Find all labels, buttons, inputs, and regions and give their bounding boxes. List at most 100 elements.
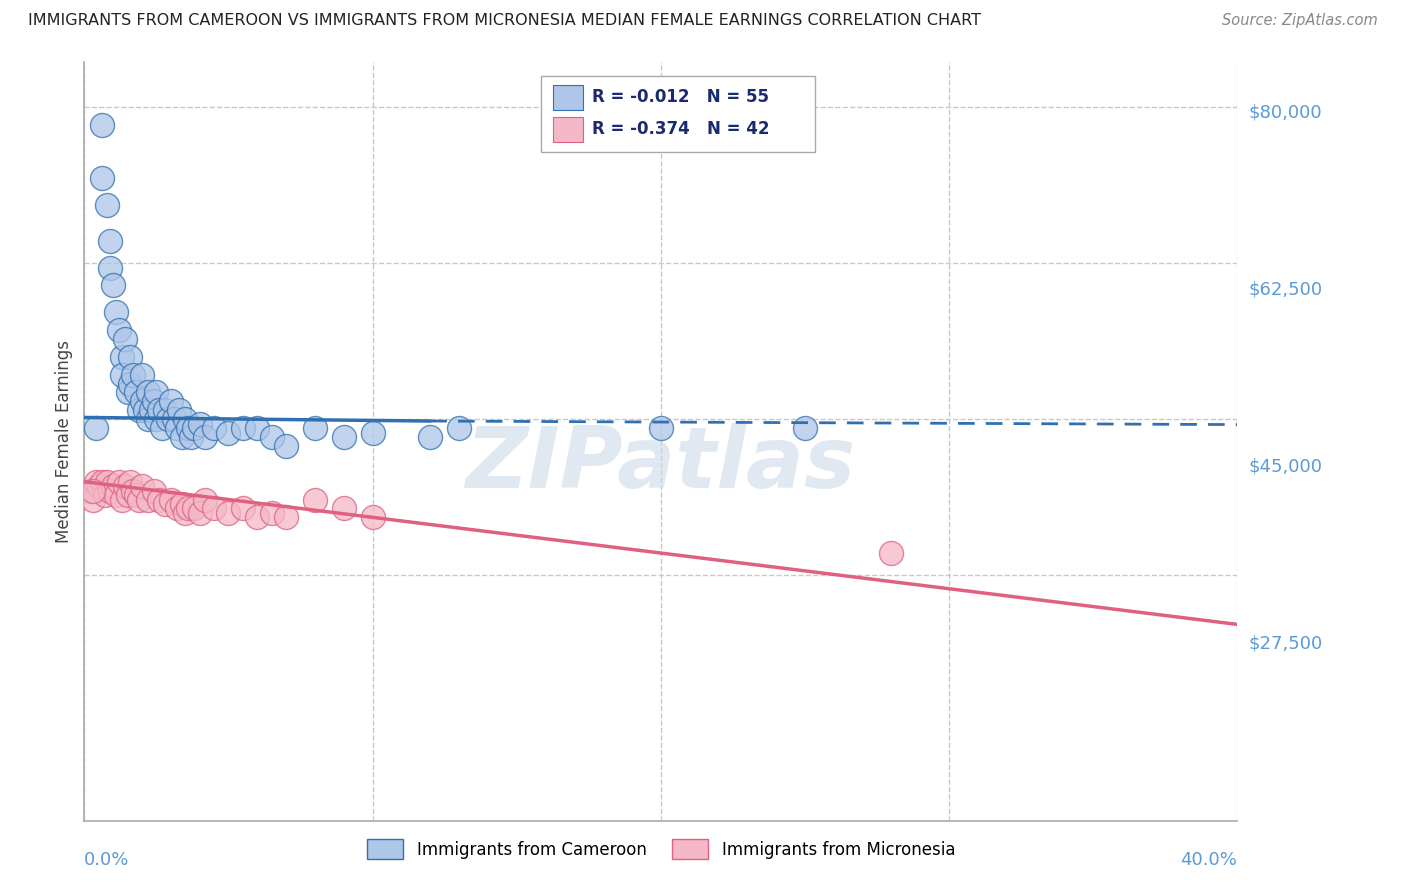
- Point: [98, 483, 121, 498]
- Point: [145, 412, 167, 426]
- Point: [449, 421, 471, 435]
- Point: [166, 501, 188, 516]
- Point: [333, 501, 356, 516]
- Point: [96, 198, 118, 212]
- Point: [276, 439, 298, 453]
- Point: [172, 430, 194, 444]
- Point: [108, 475, 131, 489]
- Y-axis label: Median Female Earnings: Median Female Earnings: [55, 340, 73, 543]
- Point: [117, 385, 139, 400]
- Text: $62,500: $62,500: [1249, 281, 1323, 299]
- Point: [180, 430, 202, 444]
- Point: [174, 506, 197, 520]
- Point: [136, 412, 159, 426]
- Point: [160, 492, 183, 507]
- Text: 40.0%: 40.0%: [1181, 851, 1237, 869]
- Point: [111, 492, 134, 507]
- Point: [105, 305, 128, 319]
- Point: [304, 421, 326, 435]
- Point: [260, 430, 283, 444]
- Point: [131, 479, 153, 493]
- Point: [136, 492, 159, 507]
- Point: [84, 421, 107, 435]
- Point: [794, 421, 817, 435]
- Text: $80,000: $80,000: [1249, 104, 1322, 122]
- Point: [103, 479, 124, 493]
- Point: [90, 171, 112, 186]
- Point: [150, 421, 173, 435]
- Point: [84, 475, 107, 489]
- Point: [128, 403, 150, 417]
- Point: [246, 421, 269, 435]
- Point: [419, 430, 441, 444]
- Point: [650, 421, 672, 435]
- Point: [122, 483, 145, 498]
- Point: [361, 425, 384, 440]
- Point: [218, 425, 240, 440]
- Point: [232, 421, 254, 435]
- Point: [120, 475, 142, 489]
- Point: [202, 501, 225, 516]
- Point: [82, 492, 104, 507]
- Text: $27,500: $27,500: [1249, 635, 1323, 653]
- Point: [142, 394, 165, 409]
- Point: [880, 546, 903, 560]
- Point: [108, 323, 131, 337]
- Point: [114, 332, 136, 346]
- Point: [79, 483, 101, 498]
- Text: IMMIGRANTS FROM CAMEROON VS IMMIGRANTS FROM MICRONESIA MEDIAN FEMALE EARNINGS CO: IMMIGRANTS FROM CAMEROON VS IMMIGRANTS F…: [28, 13, 981, 29]
- Point: [177, 421, 200, 435]
- Point: [194, 492, 217, 507]
- Point: [218, 506, 240, 520]
- Point: [163, 412, 186, 426]
- Point: [153, 497, 176, 511]
- Legend: Immigrants from Cameroon, Immigrants from Micronesia: Immigrants from Cameroon, Immigrants fro…: [360, 833, 962, 865]
- Point: [96, 475, 118, 489]
- Text: Source: ZipAtlas.com: Source: ZipAtlas.com: [1222, 13, 1378, 29]
- Point: [117, 488, 139, 502]
- Point: [134, 403, 156, 417]
- Point: [160, 394, 183, 409]
- Point: [114, 479, 136, 493]
- Point: [98, 234, 121, 248]
- Point: [232, 501, 254, 516]
- Point: [188, 506, 211, 520]
- Point: [145, 385, 167, 400]
- Point: [169, 403, 191, 417]
- Point: [139, 403, 162, 417]
- Text: R = -0.012   N = 55: R = -0.012 N = 55: [592, 88, 769, 106]
- Point: [105, 488, 128, 502]
- Point: [120, 376, 142, 391]
- Point: [87, 479, 110, 493]
- Point: [98, 260, 121, 275]
- Text: ZIPatlas: ZIPatlas: [465, 423, 856, 506]
- Point: [142, 483, 165, 498]
- Point: [174, 412, 197, 426]
- Point: [120, 350, 142, 364]
- Text: R = -0.374   N = 42: R = -0.374 N = 42: [592, 120, 769, 138]
- Point: [93, 488, 115, 502]
- Point: [183, 421, 205, 435]
- Point: [188, 417, 211, 431]
- Point: [246, 510, 269, 524]
- Point: [172, 497, 194, 511]
- Point: [131, 394, 153, 409]
- Point: [194, 430, 217, 444]
- Point: [103, 278, 124, 293]
- Point: [361, 510, 384, 524]
- Point: [304, 492, 326, 507]
- Point: [153, 403, 176, 417]
- Text: $45,000: $45,000: [1249, 458, 1323, 475]
- Point: [177, 501, 200, 516]
- Point: [82, 483, 104, 498]
- Point: [183, 501, 205, 516]
- Point: [90, 118, 112, 132]
- Point: [333, 430, 356, 444]
- Point: [111, 368, 134, 382]
- Point: [125, 385, 148, 400]
- Point: [166, 421, 188, 435]
- Text: 0.0%: 0.0%: [84, 851, 129, 869]
- Point: [260, 506, 283, 520]
- Point: [111, 350, 134, 364]
- Point: [148, 403, 170, 417]
